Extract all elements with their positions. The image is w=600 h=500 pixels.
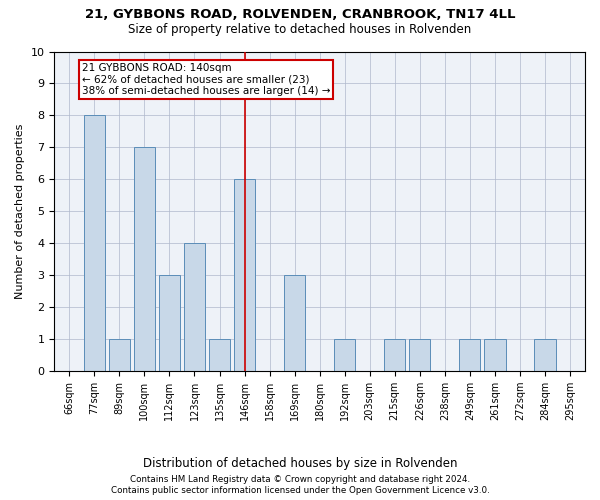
Bar: [284, 275, 305, 371]
Bar: [184, 243, 205, 371]
Text: Size of property relative to detached houses in Rolvenden: Size of property relative to detached ho…: [128, 22, 472, 36]
Text: Contains HM Land Registry data © Crown copyright and database right 2024.: Contains HM Land Registry data © Crown c…: [130, 475, 470, 484]
Bar: [459, 339, 481, 371]
Bar: [234, 179, 255, 371]
Bar: [109, 339, 130, 371]
Bar: [334, 339, 355, 371]
Text: 21, GYBBONS ROAD, ROLVENDEN, CRANBROOK, TN17 4LL: 21, GYBBONS ROAD, ROLVENDEN, CRANBROOK, …: [85, 8, 515, 20]
Bar: [384, 339, 406, 371]
Bar: [134, 148, 155, 371]
Text: Distribution of detached houses by size in Rolvenden: Distribution of detached houses by size …: [143, 458, 457, 470]
Bar: [209, 339, 230, 371]
Bar: [409, 339, 430, 371]
Bar: [83, 116, 105, 371]
Bar: [484, 339, 506, 371]
Bar: [535, 339, 556, 371]
Text: 21 GYBBONS ROAD: 140sqm
← 62% of detached houses are smaller (23)
38% of semi-de: 21 GYBBONS ROAD: 140sqm ← 62% of detache…: [82, 62, 331, 96]
Y-axis label: Number of detached properties: Number of detached properties: [15, 124, 25, 299]
Text: Contains public sector information licensed under the Open Government Licence v3: Contains public sector information licen…: [110, 486, 490, 495]
Bar: [159, 275, 180, 371]
